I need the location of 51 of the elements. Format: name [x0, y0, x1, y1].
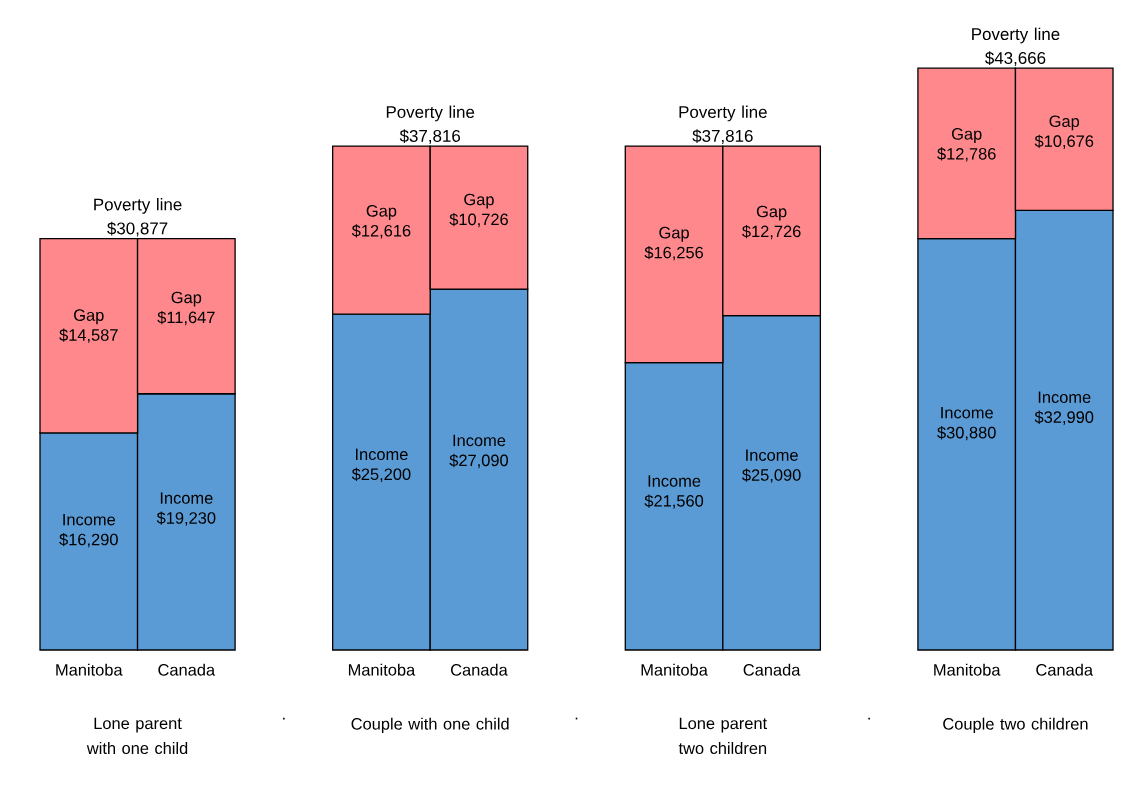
text: Income: [160, 492, 213, 504]
total-label: Poverty line $37,816: [679, 105, 767, 144]
x-tick-label: Canada: [1036, 663, 1094, 676]
data-label: $10,676: [1034, 134, 1094, 149]
data-label: $16,256: [644, 246, 704, 261]
text: Income: [453, 434, 506, 447]
text: Gap: [171, 291, 202, 307]
x-tick-label: Canada: [451, 663, 508, 676]
text: Lone parent with one child: [86, 717, 188, 755]
text: .: [868, 717, 870, 720]
data-label: $27,090: [449, 453, 509, 469]
text: Income: [648, 475, 701, 487]
text: Couple with one child: [351, 717, 509, 733]
data-label: $25,200: [351, 467, 411, 482]
text: Gap: [464, 193, 494, 209]
text: Gap: [366, 205, 397, 220]
text: Gap: [951, 128, 982, 143]
x-tick-label: Canada: [743, 663, 801, 676]
data-label: $21,560: [644, 494, 704, 509]
text: .: [575, 717, 578, 720]
total-label: Poverty line $37,816: [386, 105, 475, 144]
data-label: $30,880: [937, 426, 996, 441]
x-tick-label: Manitoba: [934, 663, 1001, 676]
x-tick-label: Manitoba: [348, 663, 416, 676]
data-label: $12,786: [937, 147, 996, 162]
text: Income: [941, 407, 993, 419]
x-tick-label: Manitoba: [641, 663, 708, 676]
data-label: $19,230: [156, 511, 216, 526]
text: Gap: [756, 205, 787, 221]
x-tick-label: Manitoba: [56, 663, 123, 676]
data-label: $10,726: [449, 212, 508, 228]
data-label: $25,090: [742, 468, 801, 483]
data-label: $32,990: [1034, 410, 1094, 425]
data-label: $14,587: [59, 328, 118, 343]
text: Gap: [1049, 115, 1080, 131]
series-label: Gap: [74, 309, 104, 325]
text: Lone parent two children: [678, 717, 768, 755]
data-label: $11,647: [157, 310, 215, 326]
text: Income: [355, 448, 408, 461]
text: Income: [746, 449, 798, 461]
text: Couple two children: [943, 717, 1088, 733]
data-label: $12,726: [742, 224, 801, 240]
text: Income: [63, 513, 115, 526]
x-tick-label: Canada: [158, 663, 216, 676]
data-label: $12,616: [351, 224, 411, 239]
total-label: Poverty line $30,877: [94, 198, 182, 237]
series-label: Income: [1038, 391, 1091, 404]
total-label: Poverty line $43,666: [972, 27, 1060, 66]
text: .: [283, 717, 285, 720]
data-label: $16,290: [59, 533, 118, 548]
text: Gap: [659, 226, 689, 242]
